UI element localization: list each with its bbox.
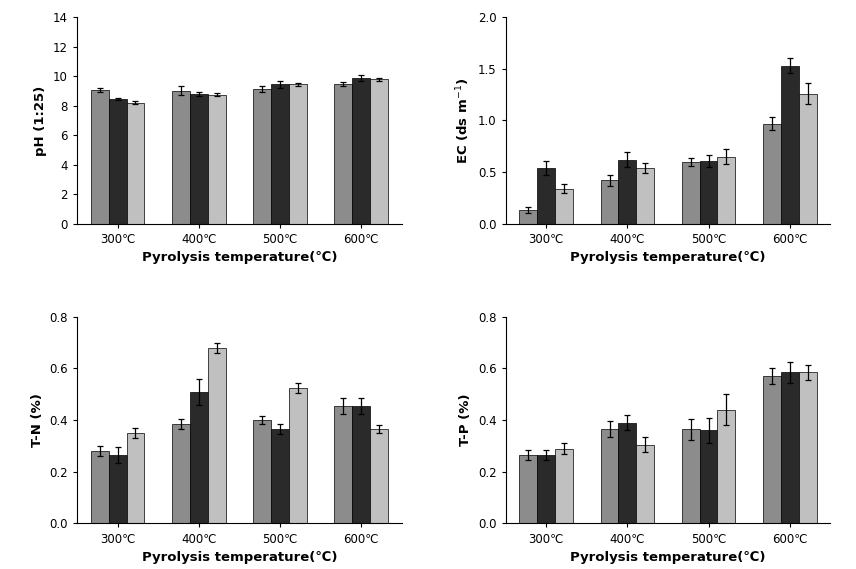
- Bar: [618, 423, 636, 523]
- Bar: [352, 406, 370, 523]
- Bar: [271, 429, 289, 523]
- Bar: [520, 211, 538, 224]
- Bar: [763, 123, 781, 224]
- Bar: [601, 180, 618, 224]
- Y-axis label: EC (ds m$^{-1}$): EC (ds m$^{-1}$): [455, 77, 473, 164]
- Bar: [335, 406, 352, 523]
- Bar: [335, 84, 352, 224]
- Bar: [190, 391, 208, 523]
- Bar: [271, 84, 289, 224]
- Bar: [717, 156, 735, 224]
- Bar: [601, 429, 618, 523]
- Bar: [781, 65, 799, 224]
- Bar: [636, 168, 654, 224]
- Bar: [127, 102, 145, 224]
- Bar: [109, 455, 127, 523]
- Bar: [208, 348, 226, 523]
- Y-axis label: T-N (%): T-N (%): [31, 393, 44, 447]
- Bar: [370, 79, 388, 224]
- Bar: [127, 433, 145, 523]
- Bar: [763, 376, 781, 523]
- Bar: [799, 372, 817, 523]
- Bar: [289, 388, 306, 523]
- Bar: [352, 77, 370, 224]
- X-axis label: Pyrolysis temperature(℃): Pyrolysis temperature(℃): [570, 551, 766, 564]
- Bar: [289, 84, 306, 224]
- Bar: [208, 94, 226, 224]
- Bar: [253, 420, 271, 523]
- Bar: [520, 455, 538, 523]
- Bar: [556, 448, 573, 523]
- Bar: [636, 445, 654, 523]
- Bar: [717, 410, 735, 523]
- Y-axis label: T-P (%): T-P (%): [460, 394, 473, 447]
- Bar: [618, 160, 636, 224]
- Bar: [699, 431, 717, 523]
- Bar: [91, 90, 109, 224]
- Bar: [538, 455, 556, 523]
- Bar: [190, 94, 208, 224]
- Bar: [699, 160, 717, 224]
- Y-axis label: pH (1:25): pH (1:25): [34, 85, 47, 155]
- Bar: [799, 93, 817, 224]
- Bar: [556, 189, 573, 224]
- X-axis label: Pyrolysis temperature(℃): Pyrolysis temperature(℃): [141, 551, 337, 564]
- X-axis label: Pyrolysis temperature(℃): Pyrolysis temperature(℃): [141, 251, 337, 265]
- Bar: [681, 162, 699, 224]
- Bar: [253, 89, 271, 224]
- Bar: [172, 91, 190, 224]
- Bar: [781, 372, 799, 523]
- Bar: [91, 451, 109, 523]
- Bar: [370, 429, 388, 523]
- Bar: [109, 99, 127, 224]
- Bar: [172, 424, 190, 523]
- Bar: [538, 168, 556, 224]
- Bar: [681, 429, 699, 523]
- X-axis label: Pyrolysis temperature(℃): Pyrolysis temperature(℃): [570, 251, 766, 265]
